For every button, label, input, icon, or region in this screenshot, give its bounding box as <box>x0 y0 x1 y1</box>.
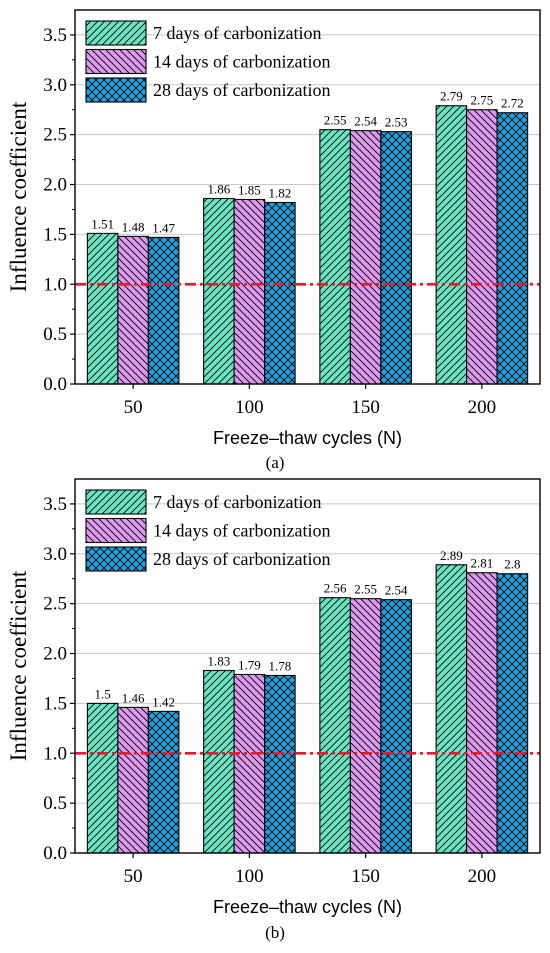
y-tick-label: 2.5 <box>43 594 67 615</box>
bar-7-days-150 <box>319 129 351 385</box>
chart-panel-a: 1.51 1.48 1.47 1.86 1.85 1.82 2.55 2.54 2.53 2.79… <box>6 9 541 472</box>
x-tick-label: 150 <box>351 866 380 887</box>
bar-14-days-50 <box>117 706 149 854</box>
bar-14-days-100 <box>233 673 266 854</box>
data-label: 1.51 <box>91 216 114 231</box>
x-tick-label: 100 <box>235 397 264 418</box>
data-label: 2.75 <box>471 93 494 108</box>
y-tick-label: 3.5 <box>43 25 67 46</box>
legend-label: 7 days of carbonization <box>153 23 321 43</box>
y-tick-label: 0.0 <box>43 374 67 395</box>
bar-7-days-100 <box>203 669 235 854</box>
data-label: 2.79 <box>440 89 463 104</box>
plot-frame <box>74 478 541 854</box>
legend-swatch-14-days <box>85 48 147 75</box>
y-tick-label: 3.5 <box>43 494 67 515</box>
legend: 7 days of carbonization 14 days of carbon… <box>85 20 330 103</box>
x-tick-label: 50 <box>124 866 143 887</box>
x-tick-label: 200 <box>468 397 497 418</box>
panel-caption: (a) <box>266 453 285 472</box>
bar-7-days-150 <box>319 597 351 854</box>
legend-swatch-7-days <box>85 489 147 515</box>
data-label: 1.86 <box>208 181 231 196</box>
y-axis-label: Influence coefficient <box>6 101 31 292</box>
x-tick-label: 200 <box>468 866 497 887</box>
bar-28-days-100 <box>264 674 296 854</box>
legend-label: 14 days of carbonization <box>153 521 330 541</box>
data-label: 2.53 <box>385 115 408 130</box>
x-tick-label: 100 <box>235 866 264 887</box>
x-axis-label: Freeze–thaw cycles (N) <box>213 428 402 448</box>
bar-7-days-200 <box>435 564 468 854</box>
y-tick-label: 2.5 <box>43 125 67 146</box>
plot-frame <box>74 9 541 385</box>
data-label: 1.42 <box>152 694 175 709</box>
bar-14-days-50 <box>117 235 149 385</box>
legend-swatch-7-days <box>85 20 147 46</box>
data-label: 1.5 <box>95 686 111 701</box>
y-tick-label: 2.0 <box>43 175 67 196</box>
bar-28-days-200 <box>496 573 529 854</box>
bar-28-days-100 <box>264 201 296 385</box>
data-label: 1.47 <box>152 220 175 235</box>
data-label: 1.46 <box>122 690 145 705</box>
legend-label: 28 days of carbonization <box>153 80 330 100</box>
data-label: 2.72 <box>501 96 524 111</box>
y-tick-label: 0.5 <box>43 793 67 814</box>
data-label: 1.48 <box>122 219 145 234</box>
bar-28-days-50 <box>147 710 180 854</box>
data-label: 1.79 <box>238 657 261 672</box>
y-tick-label: 1.0 <box>43 274 67 295</box>
bar-28-days-200 <box>496 112 529 385</box>
data-label: 2.55 <box>324 113 347 128</box>
bar-14-days-150 <box>349 130 382 385</box>
data-label: 1.82 <box>269 185 292 200</box>
bar-28-days-50 <box>147 236 180 385</box>
panel-caption: (b) <box>265 923 285 942</box>
x-tick-label: 150 <box>351 397 380 418</box>
bar-14-days-100 <box>233 198 266 385</box>
data-label: 1.85 <box>238 182 261 197</box>
y-tick-label: 1.5 <box>43 224 67 245</box>
y-tick-label: 0.0 <box>43 843 67 864</box>
y-tick-label: 2.0 <box>43 644 67 665</box>
data-label: 2.54 <box>354 114 377 129</box>
bar-7-days-50 <box>86 702 119 854</box>
bar-14-days-200 <box>466 572 498 854</box>
legend: 7 days of carbonization 14 days of carbon… <box>85 489 330 572</box>
legend-label: 14 days of carbonization <box>153 52 330 72</box>
y-tick-label: 3.0 <box>43 544 67 565</box>
bar-7-days-100 <box>203 197 235 385</box>
chart-panel-b: 1.5 1.46 1.42 1.83 1.79 1.78 2.56 2.55 2.54 2.89 2… <box>6 478 541 942</box>
bar-14-days-200 <box>466 109 498 385</box>
legend-label: 7 days of carbonization <box>153 492 321 512</box>
y-tick-label: 1.5 <box>43 693 67 714</box>
data-label: 2.89 <box>440 548 463 563</box>
legend-swatch-14-days <box>85 517 147 544</box>
y-tick-label: 3.0 <box>43 75 67 96</box>
legend-label: 28 days of carbonization <box>153 549 330 569</box>
data-label: 2.8 <box>504 557 520 572</box>
y-tick-label: 1.0 <box>43 743 67 764</box>
data-label: 2.54 <box>385 583 408 598</box>
y-tick-label: 0.5 <box>43 324 67 345</box>
data-label: 2.56 <box>324 581 347 596</box>
y-axis-label: Influence coefficient <box>6 570 31 761</box>
bar-28-days-150 <box>380 131 412 385</box>
bar-7-days-50 <box>86 232 119 385</box>
bar-28-days-150 <box>380 599 412 854</box>
bar-7-days-200 <box>435 105 468 385</box>
x-tick-label: 50 <box>124 397 143 418</box>
data-label: 1.78 <box>269 658 292 673</box>
x-axis-label: Freeze–thaw cycles (N) <box>213 897 402 917</box>
legend-swatch-28-days <box>85 546 147 572</box>
data-label: 2.81 <box>471 556 494 571</box>
legend-swatch-28-days <box>85 77 147 103</box>
data-label: 1.83 <box>208 653 231 668</box>
bar-14-days-150 <box>349 598 382 854</box>
data-label: 2.55 <box>354 582 377 597</box>
